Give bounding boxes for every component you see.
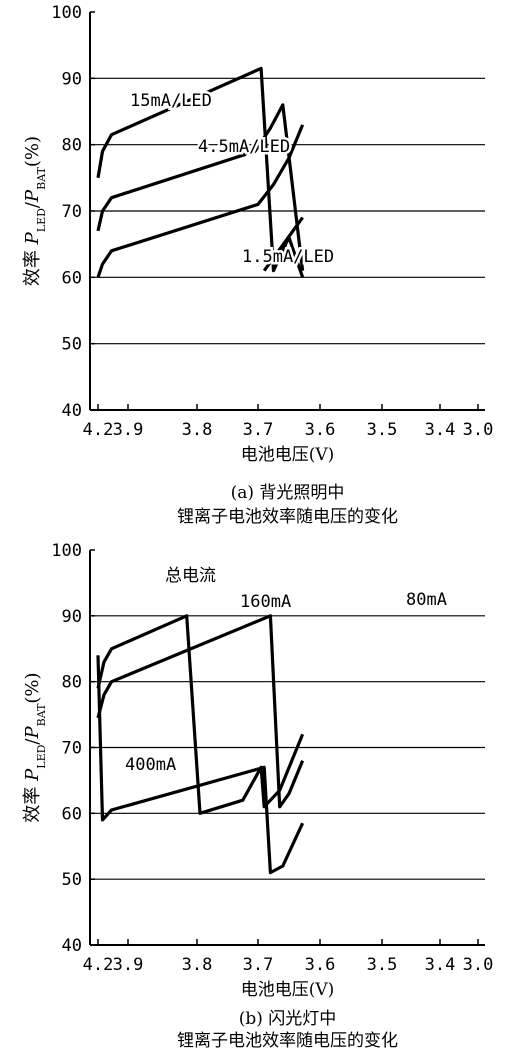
y-tick-label: 80 <box>62 136 82 156</box>
x-tick-label: 4.2 <box>83 420 114 440</box>
y-tick-label: 70 <box>62 202 82 222</box>
series-annotation: 15mA/LED <box>130 91 212 111</box>
x-tick-label: 3.8 <box>182 955 213 975</box>
chart-caption-subtitle: 锂离子电池效率随电压的变化 <box>177 507 398 527</box>
series-annotation: 400mA <box>125 755 176 775</box>
x-tick-label: 3.8 <box>182 420 213 440</box>
chart-panel-a: 40 50 60 70 80 90 100 4.2 3.9 3.8 3.7 3.6 3.5 3.4 3.0 1… <box>22 3 493 527</box>
chart-caption-subtitle: 锂离子电池效率随电压的变化 <box>177 1031 398 1051</box>
y-axis-label: 效率 PLED/PBAT(%) <box>22 672 48 822</box>
y-tick-label: 100 <box>51 3 82 23</box>
x-tick-label: 3.5 <box>367 420 398 440</box>
x-tick-label: 3.6 <box>305 955 336 975</box>
x-tick-label: 3.0 <box>463 420 494 440</box>
x-tick-label: 4.2 <box>83 955 114 975</box>
y-tick-label: 50 <box>62 870 82 890</box>
x-tick-label: 3.9 <box>113 955 144 975</box>
y-tick-label: 100 <box>51 541 82 561</box>
x-tick-label: 3.5 <box>367 955 398 975</box>
series-annotation: 4.5mA/LED <box>198 137 290 157</box>
series-line-1-5ma-led <box>96 124 305 278</box>
series-line-400ma <box>96 655 305 875</box>
series-line-160ma <box>96 614 305 815</box>
x-tick-label: 3.4 <box>425 420 456 440</box>
series-annotation: 80mA <box>406 590 447 610</box>
series-line-80ma <box>96 614 305 809</box>
series-annotation: 160mA <box>240 592 291 612</box>
x-tick-label: 3.0 <box>463 955 494 975</box>
y-tick-label: 70 <box>62 739 82 759</box>
y-tick-label: 50 <box>62 335 82 355</box>
x-tick-label: 3.4 <box>425 955 456 975</box>
y-tick-label: 90 <box>62 69 82 89</box>
chart-panel-b: 40 50 60 70 80 90 100 4.2 3.9 3.8 3.7 3.6 3.5 3.4 3.0 总… <box>22 541 493 1051</box>
y-tick-label: 40 <box>62 936 82 956</box>
chart-caption: (a) 背光照明中 <box>231 483 345 503</box>
series-annotation: 总电流 <box>165 566 216 586</box>
x-tick-label: 3.7 <box>243 420 274 440</box>
series-annotation: 1.5mA/LED <box>242 247 334 267</box>
x-tick-label: 3.6 <box>305 420 336 440</box>
y-tick-label: 60 <box>62 268 82 288</box>
x-tick-label: 3.7 <box>243 955 274 975</box>
y-axis-label: 效率 PLED/PBAT(%) <box>22 136 48 286</box>
y-tick-label: 40 <box>62 401 82 421</box>
x-axis-label: 电池电压(V) <box>241 980 335 1000</box>
series-line-extra-3 <box>262 216 304 272</box>
x-axis-label: 电池电压(V) <box>241 445 335 465</box>
chart-caption: (b) 闪光灯中 <box>239 1009 337 1029</box>
y-tick-label: 60 <box>62 804 82 824</box>
x-tick-label: 3.9 <box>113 420 144 440</box>
series-line-4-5ma-led <box>96 103 305 271</box>
y-tick-label: 80 <box>62 673 82 693</box>
y-tick-label: 90 <box>62 607 82 627</box>
